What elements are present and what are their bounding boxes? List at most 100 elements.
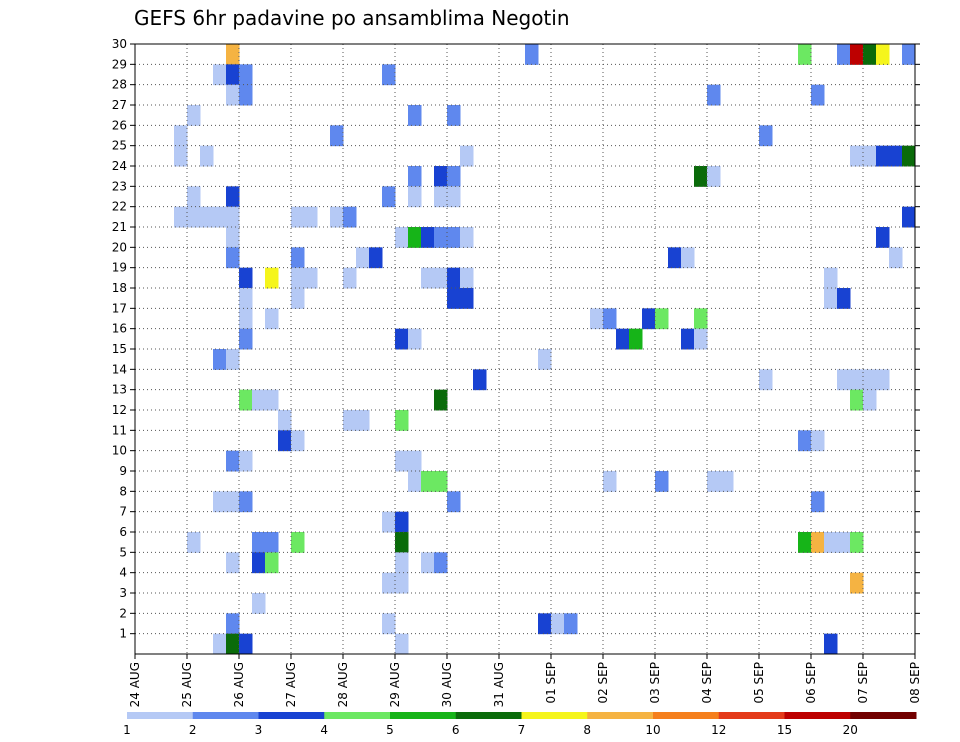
- y-tick-label: 20: [112, 240, 127, 254]
- heatmap-cell: [226, 613, 240, 635]
- y-tick-label: 15: [112, 342, 127, 356]
- colorbar-segment: [324, 712, 391, 719]
- x-tick-label: 01 SEP: [544, 662, 558, 704]
- heatmap-cell: [798, 430, 812, 452]
- heatmap-cell: [213, 349, 227, 370]
- colorbar-segment: [784, 712, 851, 719]
- colorbar-label: 12: [711, 723, 726, 737]
- heatmap-cell: [408, 227, 422, 248]
- y-tick-label: 22: [112, 200, 127, 214]
- heatmap-cell: [798, 532, 812, 553]
- heatmap-cell: [850, 389, 864, 411]
- heatmap-cell: [239, 64, 253, 86]
- heatmap-cell: [252, 532, 266, 553]
- x-tick-label: 30 AUG: [440, 662, 454, 707]
- heatmap-cell: [408, 105, 422, 126]
- heatmap-cell: [603, 471, 617, 492]
- heatmap-cell: [408, 186, 422, 208]
- heatmap-cell: [434, 227, 448, 248]
- heatmap-cell: [226, 206, 240, 228]
- y-tick-label: 8: [119, 484, 127, 498]
- heatmap-cell: [850, 145, 864, 167]
- y-tick-label: 14: [112, 362, 127, 376]
- heatmap-cell: [655, 471, 669, 492]
- x-tick-label: 29 AUG: [388, 662, 402, 707]
- heatmap-cell: [291, 206, 305, 228]
- colorbar-label: 8: [583, 723, 591, 737]
- heatmap-cell: [239, 389, 253, 411]
- heatmap-cell: [655, 308, 669, 330]
- heatmap-cell: [395, 552, 409, 574]
- x-tick-label: 24 AUG: [128, 662, 142, 707]
- colorbar-segment: [850, 712, 917, 719]
- heatmap-cell: [460, 288, 474, 309]
- heatmap-cell: [291, 267, 305, 289]
- heatmap-cell: [681, 328, 695, 350]
- heatmap-cell: [902, 206, 916, 228]
- heatmap-cell: [252, 389, 266, 411]
- y-tick-label: 29: [112, 57, 127, 71]
- heatmap-cell: [551, 613, 565, 635]
- heatmap-cell: [291, 532, 305, 553]
- heatmap-cell: [694, 166, 708, 187]
- heatmap-cell: [824, 288, 838, 309]
- heatmap-cell: [382, 511, 396, 533]
- heatmap-cell: [395, 328, 409, 350]
- colorbar-label: 15: [777, 723, 792, 737]
- heatmap-cells: [174, 44, 916, 655]
- heatmap-cell: [421, 471, 435, 492]
- y-tick-label: 25: [112, 139, 127, 153]
- colorbar-segment: [258, 712, 325, 719]
- heatmap-cell: [213, 206, 227, 228]
- heatmap-cell: [395, 410, 409, 431]
- heatmap-cell: [265, 308, 279, 330]
- heatmap-cell: [187, 206, 201, 228]
- heatmap-cell: [421, 227, 435, 248]
- colorbar-label: 2: [189, 723, 197, 737]
- heatmap-cell: [707, 84, 721, 106]
- heatmap-cell: [226, 349, 240, 370]
- heatmap-cell: [291, 288, 305, 309]
- colorbar-segment: [192, 712, 259, 719]
- y-tick-label: 27: [112, 98, 127, 112]
- heatmap-cell: [876, 227, 890, 248]
- heatmap-cell: [239, 491, 253, 513]
- heatmap-cell: [447, 166, 461, 187]
- heatmap-cell: [395, 511, 409, 533]
- colorbar-label: 1: [123, 723, 131, 737]
- y-tick-label: 6: [119, 525, 127, 539]
- colorbar-segment: [653, 712, 720, 719]
- y-tick-label: 30: [112, 37, 127, 51]
- heatmap-cell: [395, 633, 409, 655]
- colorbar-label: 10: [645, 723, 660, 737]
- heatmap-cell: [174, 206, 188, 228]
- heatmap-cell: [239, 633, 253, 655]
- y-tick-label: 1: [119, 627, 127, 641]
- y-tick-label: 7: [119, 505, 127, 519]
- x-tick-label: 31 AUG: [492, 662, 506, 707]
- heatmap-cell: [187, 186, 201, 208]
- heatmap-cell: [525, 44, 539, 65]
- heatmap-cell: [330, 206, 344, 228]
- colorbar-label: 6: [452, 723, 460, 737]
- heatmap-cell: [863, 389, 877, 411]
- heatmap-cell: [863, 44, 877, 65]
- heatmap-cell: [265, 552, 279, 574]
- heatmap-cell: [382, 572, 396, 594]
- heatmap-cell: [616, 328, 630, 350]
- x-tick-label: 28 AUG: [336, 662, 350, 707]
- heatmap-cell: [408, 328, 422, 350]
- heatmap-cell: [837, 369, 851, 391]
- heatmap-cell: [265, 389, 279, 411]
- x-tick-label: 25 AUG: [180, 662, 194, 707]
- colorbar-label: 7: [518, 723, 526, 737]
- heatmap-cell: [538, 613, 552, 635]
- heatmap-cell: [226, 44, 240, 65]
- heatmap-cell: [863, 369, 877, 391]
- heatmap-cell: [395, 450, 409, 472]
- heatmap-cell: [382, 613, 396, 635]
- heatmap-cell: [421, 267, 435, 289]
- heatmap-cell: [252, 593, 266, 614]
- heatmap-cell: [200, 206, 214, 228]
- heatmap-cell: [252, 552, 266, 574]
